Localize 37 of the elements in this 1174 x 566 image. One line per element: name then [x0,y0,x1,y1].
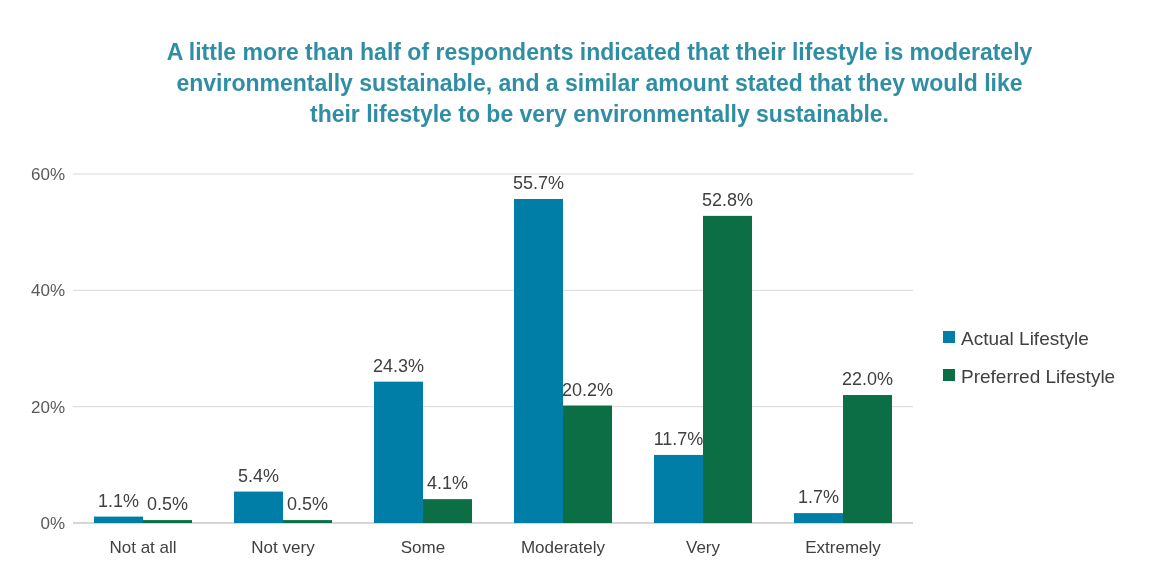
data-label: 11.7% [653,428,704,449]
bar [703,215,752,523]
y-tick-label: 20% [30,397,65,417]
bar [563,405,612,523]
x-tick-label: Some [400,538,446,557]
data-label: 52.8% [701,189,754,210]
data-label: 22.0% [841,369,894,390]
x-tick-label: Extremely [805,538,882,557]
bar [143,520,192,523]
y-tick-label: 60% [30,164,65,184]
data-label: 0.5% [286,494,329,515]
x-tick-label: Not at all [109,538,177,557]
chart-title: A little more than half of respondents indicated that their lifestyle is moderately environmentally sustainable, and a similar amount stated that they would like their lifestyle to be very environmentally sustainable. [166,39,1033,127]
bar [234,491,283,523]
bar [283,520,332,523]
bar [654,454,703,523]
data-label: 4.1% [426,473,469,494]
data-label: 5.4% [237,465,280,486]
y-tick-label: 40% [30,281,65,301]
x-tick-label: Not very [251,538,316,557]
bar [843,395,892,523]
data-label: 1.1% [97,490,140,511]
data-label: 55.7% [512,173,565,194]
bar [423,499,472,523]
x-tick-label: Very [685,538,721,557]
data-label: 1.7% [797,487,840,508]
data-label: 20.2% [561,379,614,400]
bar [514,199,563,523]
x-tick-label: Moderately [520,538,606,557]
bar [374,381,423,523]
legend-label: Preferred Lifestyle [961,365,1116,387]
legend-label: Actual Lifestyle [961,327,1089,349]
y-tick-label: 0% [40,513,65,533]
bar [94,516,143,523]
data-label: 0.5% [146,494,189,515]
bar [794,513,843,523]
data-label: 24.3% [372,355,425,376]
